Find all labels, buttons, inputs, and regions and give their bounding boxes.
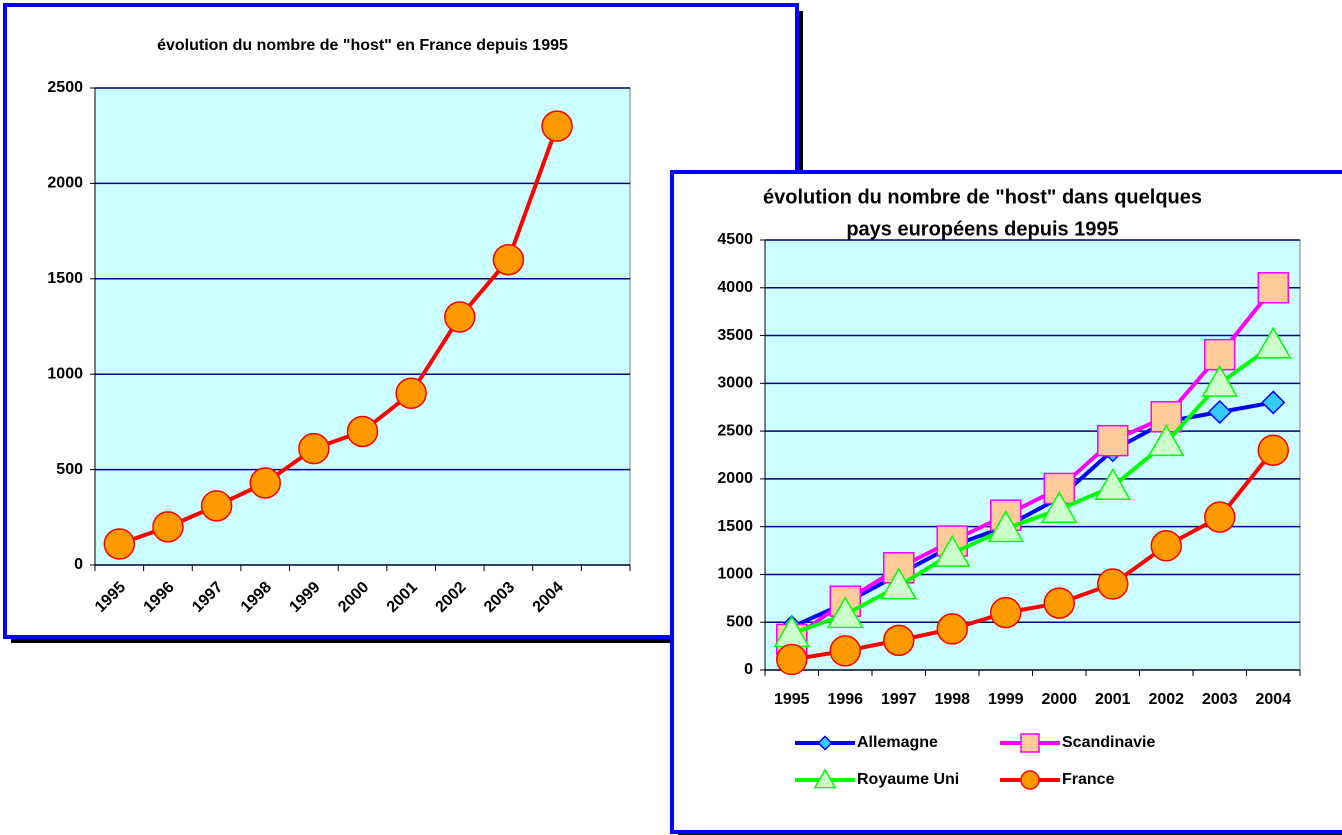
marker [1254, 326, 1292, 359]
x-tick-label: 2000 [1041, 691, 1077, 708]
series-line [118, 125, 559, 546]
marker [1147, 424, 1185, 457]
marker [1043, 587, 1075, 619]
legend-label: France [1062, 771, 1115, 788]
y-tick-label: 1500 [47, 270, 83, 287]
marker [936, 613, 968, 645]
marker [1201, 364, 1239, 397]
marker [1097, 424, 1129, 457]
y-tick-label: 2500 [47, 79, 83, 96]
marker [987, 510, 1025, 543]
marker [1020, 770, 1040, 790]
y-tick-label: 2000 [47, 175, 83, 192]
marker [933, 534, 971, 567]
y-tick-label: 500 [56, 461, 83, 478]
marker [152, 511, 184, 543]
marker [826, 596, 864, 629]
plot-area [94, 87, 631, 566]
series-line [790, 400, 1274, 629]
legend-label: Royaume Uni [857, 771, 959, 788]
marker [103, 528, 136, 560]
marker [298, 432, 330, 465]
series-line [791, 343, 1275, 636]
y-tick-label: 4500 [717, 231, 753, 248]
marker [541, 110, 573, 142]
marker [346, 415, 379, 448]
marker [1207, 399, 1232, 425]
legend-label: Allemagne [857, 734, 938, 751]
y-tick-label: 1500 [717, 518, 753, 535]
y-tick-label: 2000 [717, 470, 753, 487]
x-tick-label: 2001 [1095, 691, 1131, 708]
marker [813, 768, 837, 789]
y-tick-label: 2500 [717, 422, 753, 439]
chart-title: évolution du nombre de "host" en France … [157, 37, 568, 54]
y-tick-label: 500 [726, 613, 753, 630]
marker [880, 567, 918, 600]
y-tick-label: 0 [74, 556, 83, 573]
x-tick-label: 2003 [1202, 691, 1238, 708]
y-tick-label: 1000 [47, 365, 83, 382]
marker [1261, 390, 1286, 415]
x-tick-label: 1999 [988, 691, 1024, 708]
y-tick-label: 3500 [717, 327, 753, 344]
x-tick-label: 2002 [1148, 691, 1184, 708]
legend-label: Scandinavie [1062, 734, 1155, 751]
marker [492, 243, 525, 276]
series-line [790, 286, 1275, 642]
chart-title: évolution du nombre de "host" dans quelq… [763, 186, 1202, 208]
marker [395, 377, 427, 410]
marker [1094, 468, 1132, 501]
x-tick-label: 1996 [827, 691, 863, 708]
marker [1257, 434, 1289, 466]
y-tick-label: 4000 [717, 279, 753, 296]
marker [1097, 568, 1129, 600]
x-tick-label: 1995 [774, 691, 810, 708]
marker [883, 624, 915, 657]
marker [776, 643, 808, 676]
marker [829, 635, 861, 667]
y-tick-label: 1000 [717, 566, 753, 583]
y-tick-label: 3000 [717, 375, 753, 392]
marker [1150, 530, 1182, 562]
marker [249, 467, 281, 499]
x-tick-label: 2004 [1255, 691, 1291, 708]
series-line [791, 448, 1275, 662]
y-tick-label: 0 [744, 661, 753, 678]
marker [1204, 338, 1236, 371]
marker [1040, 490, 1078, 523]
marker [444, 301, 476, 333]
marker [817, 735, 833, 751]
x-tick-label: 1998 [934, 691, 970, 708]
marker [1020, 733, 1040, 753]
x-tick-label: 1997 [881, 691, 917, 708]
marker [200, 490, 233, 522]
chart-title: pays européens depuis 1995 [846, 218, 1118, 240]
marker [1204, 501, 1236, 533]
marker [1257, 272, 1289, 304]
marker [990, 596, 1022, 629]
